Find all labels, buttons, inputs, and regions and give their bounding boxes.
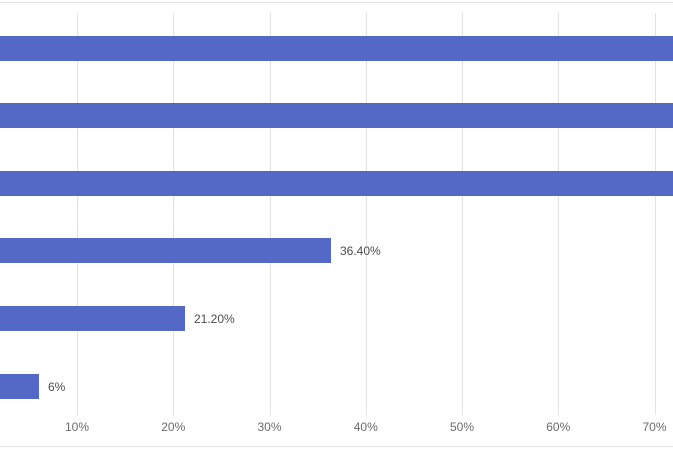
gridline-50% — [462, 13, 463, 415]
x-tick-label: 50% — [449, 420, 475, 434]
bar-4 — [0, 238, 331, 263]
x-tick-label: 30% — [257, 420, 282, 434]
gridline-30% — [269, 13, 271, 415]
top-border-line — [0, 2, 673, 3]
bottom-border-line — [0, 446, 673, 447]
gridline-70% — [654, 13, 656, 415]
x-tick-label: 40% — [353, 420, 378, 434]
bar-2 — [0, 103, 673, 128]
bar-value-label: 21.20% — [194, 311, 235, 326]
gridline-10% — [77, 13, 78, 415]
bar-value-label: 36.40% — [340, 243, 381, 258]
x-tick-label: 60% — [546, 420, 571, 434]
bar-5 — [0, 306, 185, 331]
x-tick-label: 10% — [64, 420, 90, 434]
bar-value-label: 6% — [48, 379, 66, 394]
gridline-20% — [173, 13, 175, 415]
gridline-60% — [558, 13, 560, 415]
x-tick-label: 20% — [161, 420, 186, 434]
bar-3 — [0, 171, 673, 196]
bar-6 — [0, 374, 39, 399]
bar-1 — [0, 36, 673, 61]
gridline-40% — [365, 13, 367, 415]
x-tick-label: 70% — [642, 420, 667, 434]
